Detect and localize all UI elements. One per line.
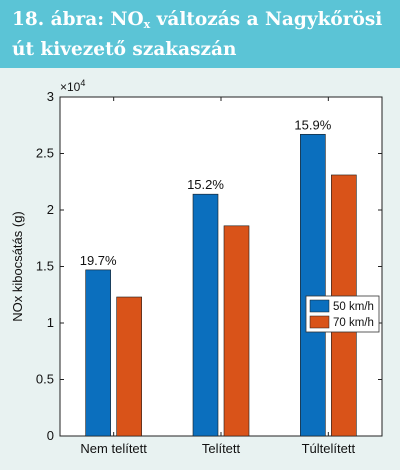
bar-series-70-2 bbox=[223, 225, 250, 437]
y-tick-label: 2.5 bbox=[36, 146, 54, 161]
y-axis-label: NOx kibocsátás (g) bbox=[10, 211, 25, 322]
bar-chart: 19.7% 15.2% 15.9% 0 0.5 1 1.5 2 2.5 3 Nem telíte… bbox=[10, 78, 383, 456]
y-tick-label: 0 bbox=[47, 428, 54, 443]
y-tick-label: 3 bbox=[47, 89, 54, 104]
legend-swatch-1 bbox=[309, 299, 330, 313]
x-tick-label: Telített bbox=[202, 441, 241, 456]
legend-label-1: 50 km/h bbox=[333, 301, 374, 313]
y-exponent-label: ×104 bbox=[60, 78, 85, 94]
plot-area bbox=[59, 96, 383, 437]
figure-header: 18. ábra: NOx változás a Nagykőrösi út k… bbox=[0, 0, 400, 68]
y-tick-label: 1 bbox=[47, 315, 54, 330]
chart-panel: 19.7% 15.2% 15.9% 0 0.5 1 1.5 2 2.5 3 Nem telíte… bbox=[0, 68, 400, 470]
legend-swatch-2 bbox=[309, 315, 330, 329]
percent-label-1: 19.7% bbox=[80, 253, 117, 268]
y-tick-label: 2 bbox=[47, 202, 54, 217]
bar-series-50-1 bbox=[85, 269, 111, 437]
bar-series-70-1 bbox=[116, 296, 142, 437]
y-tick-label: 1.5 bbox=[36, 259, 54, 274]
bar-series-50-2 bbox=[192, 193, 219, 437]
legend: 50 km/h 70 km/h bbox=[305, 295, 380, 333]
bar-series-50-3 bbox=[300, 133, 326, 437]
percent-label-3: 15.9% bbox=[294, 117, 331, 132]
x-tick-label: Túltelített bbox=[302, 441, 356, 456]
percent-label-2: 15.2% bbox=[187, 177, 224, 192]
legend-label-2: 70 km/h bbox=[333, 317, 374, 329]
figure-title: 18. ábra: NOx változás a Nagykőrösi út k… bbox=[12, 9, 383, 60]
y-tick-label: 0.5 bbox=[36, 372, 54, 387]
x-tick-label: Nem telített bbox=[80, 441, 147, 456]
